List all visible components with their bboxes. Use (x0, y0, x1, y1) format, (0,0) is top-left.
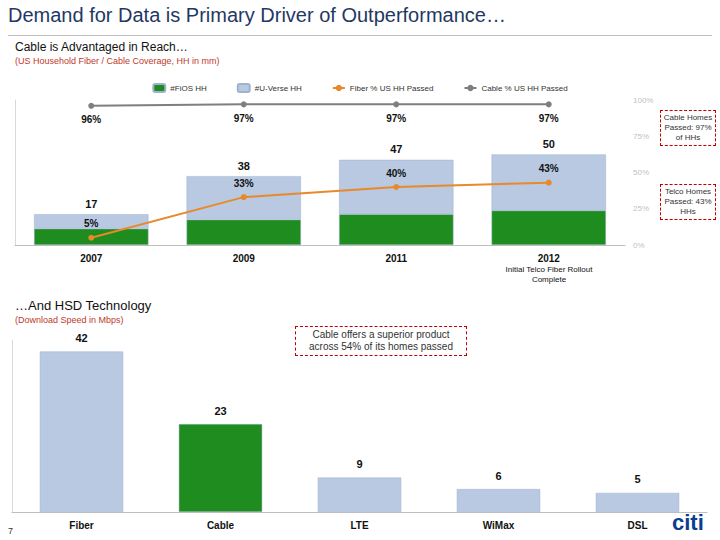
svg-text:Fiber % US HH Passed: Fiber % US HH Passed (350, 84, 434, 93)
html-text:citi: citi (672, 510, 704, 535)
svg-text:6: 6 (495, 470, 501, 482)
svg-text:43%: 43% (539, 163, 559, 174)
svg-text:38: 38 (238, 160, 250, 172)
svg-text:2011: 2011 (385, 253, 407, 264)
svg-text:#U-Verse HH: #U-Verse HH (255, 84, 302, 93)
svg-text:100%: 100% (633, 96, 653, 105)
svg-text:Cable: Cable (207, 520, 235, 531)
svg-text:42: 42 (75, 332, 87, 344)
html-text:Cable is Advantaged in Reach…: Cable is Advantaged in Reach… (15, 40, 188, 54)
svg-text:75%: 75% (633, 132, 649, 141)
svg-text:50: 50 (543, 138, 555, 150)
svg-text:9: 9 (356, 458, 362, 470)
html-text:Initial Telco Fiber Rollout Co: Initial Telco Fiber Rollout Complete (505, 265, 593, 284)
svg-text:5: 5 (634, 473, 640, 485)
svg-text:25%: 25% (633, 204, 649, 213)
svg-text:2007: 2007 (80, 253, 103, 264)
svg-text:97%: 97% (234, 113, 254, 124)
svg-text:50%: 50% (633, 168, 649, 177)
svg-text:2012: 2012 (538, 253, 561, 264)
html-text:(Download Speed in Mbps): (Download Speed in Mbps) (15, 315, 124, 325)
svg-text:97%: 97% (386, 113, 406, 124)
svg-text:33%: 33% (234, 178, 254, 189)
svg-text:0%: 0% (633, 241, 645, 250)
svg-text:Cable % US HH Passed: Cable % US HH Passed (481, 84, 567, 93)
svg-text:Fiber: Fiber (69, 520, 94, 531)
svg-text:#FiOS HH: #FiOS HH (170, 84, 207, 93)
html-text:…And HSD Technology: …And HSD Technology (15, 298, 152, 313)
svg-text:2009: 2009 (233, 253, 256, 264)
html-text:Telco Homes Passed: 43% HHs: Telco Homes Passed: 43% HHs (664, 187, 712, 216)
svg-text:47: 47 (390, 143, 402, 155)
svg-text:5%: 5% (84, 218, 99, 229)
svg-text:97%: 97% (539, 113, 559, 124)
svg-text:LTE: LTE (350, 520, 368, 531)
svg-text:17: 17 (85, 198, 97, 210)
html-text:Demand for Data is Primary Dri: Demand for Data is Primary Driver of Out… (8, 4, 506, 26)
html-text:(US Household Fiber / Cable Co: (US Household Fiber / Cable Coverage, HH… (15, 56, 220, 66)
svg-text:WiMax: WiMax (483, 520, 515, 531)
svg-text:23: 23 (214, 405, 226, 417)
html-text:Cable Homes Passed: 97% of HHs: Cable Homes Passed: 97% of HHs (663, 113, 713, 142)
html-text:7: 7 (8, 526, 13, 536)
svg-text:96%: 96% (81, 114, 101, 125)
svg-text:40%: 40% (386, 168, 406, 179)
svg-text:DSL: DSL (628, 520, 648, 531)
html-text:Cable offers a superior produc: Cable offers a superior product across 5… (309, 329, 453, 352)
